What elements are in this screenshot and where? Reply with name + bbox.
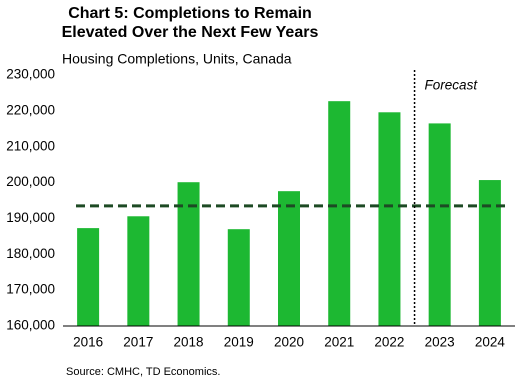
x-tick-label: 2016 <box>73 335 103 350</box>
chart-subtitle: Housing Completions, Units, Canada <box>62 51 292 67</box>
bar <box>77 228 100 326</box>
bar <box>127 216 150 326</box>
y-tick-label: 200,000 <box>6 174 55 189</box>
bar <box>378 112 401 326</box>
y-tick-label: 180,000 <box>6 246 55 261</box>
y-tick-label: 170,000 <box>6 282 55 297</box>
x-tick-label: 2019 <box>224 335 254 350</box>
x-tick-label: 2018 <box>174 335 204 350</box>
x-tick-label: 2024 <box>475 335 506 350</box>
x-tick-label: 2020 <box>274 335 304 350</box>
x-tick-label: 2023 <box>425 335 455 350</box>
y-tick-label: 210,000 <box>6 138 55 153</box>
source: Source: CMHC, TD Economics. <box>66 366 220 378</box>
y-tick-label: 230,000 <box>6 67 55 82</box>
y-tick-label: 220,000 <box>6 102 55 117</box>
bar <box>177 182 200 326</box>
y-tick-label: 190,000 <box>6 210 55 225</box>
bar <box>428 123 451 327</box>
x-tick-label: 2017 <box>123 335 153 350</box>
bar <box>478 180 501 326</box>
bar <box>328 101 351 326</box>
bar <box>227 229 250 326</box>
chart-title: Chart 5: Completions to Remain Elevated … <box>61 5 319 41</box>
x-tick-label: 2022 <box>374 335 404 350</box>
bar <box>278 191 300 326</box>
x-tick-label: 2021 <box>324 335 354 350</box>
forecast-label: Forecast <box>425 78 479 93</box>
y-tick-label: 160,000 <box>6 318 55 333</box>
